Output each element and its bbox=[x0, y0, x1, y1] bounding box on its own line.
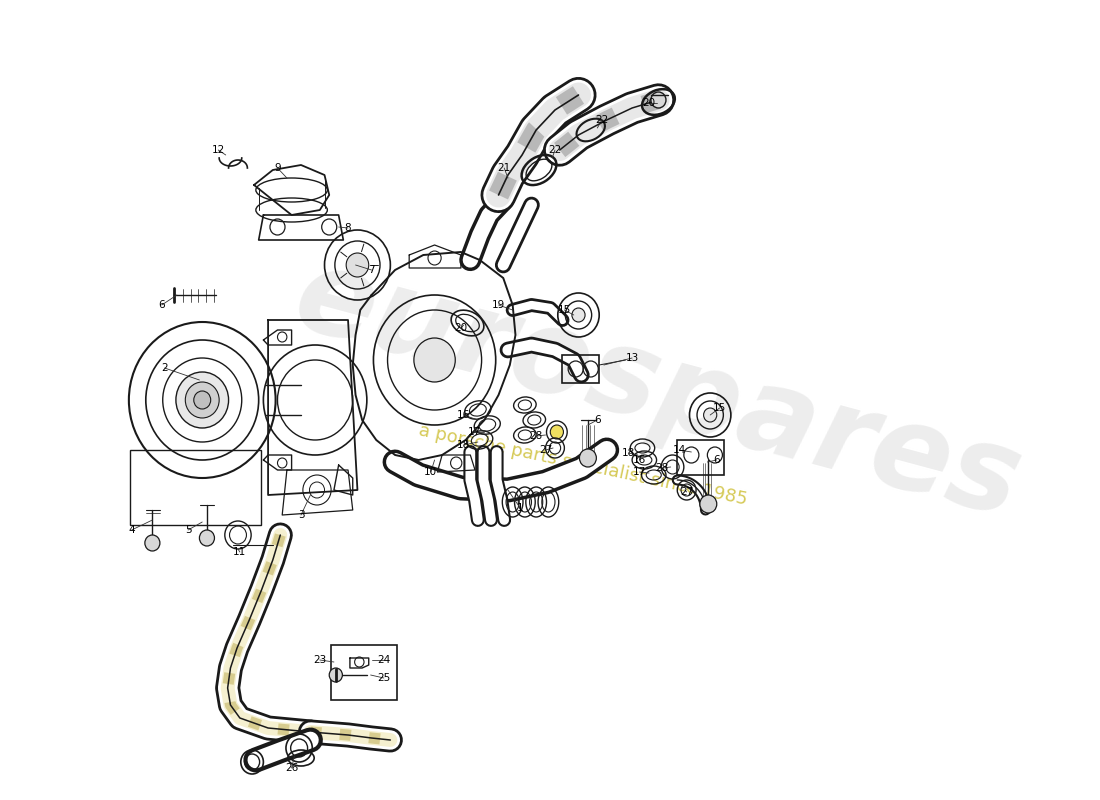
Text: 28: 28 bbox=[656, 463, 669, 473]
Circle shape bbox=[651, 92, 666, 108]
Text: 17: 17 bbox=[468, 427, 481, 437]
Text: 4: 4 bbox=[129, 525, 135, 535]
Bar bbox=[562, 355, 600, 383]
Text: 24: 24 bbox=[377, 655, 390, 665]
Circle shape bbox=[700, 495, 717, 513]
Text: 28: 28 bbox=[529, 431, 542, 441]
Text: 16: 16 bbox=[632, 455, 647, 465]
Bar bbox=[331, 645, 397, 700]
Text: 10: 10 bbox=[425, 467, 438, 477]
Text: 23: 23 bbox=[314, 655, 327, 665]
Circle shape bbox=[346, 253, 368, 277]
Text: 20: 20 bbox=[454, 323, 467, 333]
Circle shape bbox=[704, 408, 717, 422]
Text: 20: 20 bbox=[642, 98, 656, 108]
Circle shape bbox=[550, 425, 563, 439]
Circle shape bbox=[199, 530, 214, 546]
Circle shape bbox=[185, 382, 219, 418]
Text: 21: 21 bbox=[497, 163, 510, 173]
Text: 18: 18 bbox=[458, 440, 471, 450]
Text: 5: 5 bbox=[185, 525, 191, 535]
Text: 2: 2 bbox=[162, 363, 168, 373]
Circle shape bbox=[580, 449, 596, 467]
Text: 19: 19 bbox=[492, 300, 505, 310]
Circle shape bbox=[572, 308, 585, 322]
Text: 1: 1 bbox=[517, 503, 524, 513]
Circle shape bbox=[414, 338, 455, 382]
Text: 12: 12 bbox=[211, 145, 224, 155]
Bar bbox=[678, 440, 724, 475]
Text: 8: 8 bbox=[344, 223, 351, 233]
Text: 3: 3 bbox=[298, 510, 305, 520]
Text: 7: 7 bbox=[368, 265, 375, 275]
Text: 16: 16 bbox=[458, 410, 471, 420]
Text: 6: 6 bbox=[158, 300, 165, 310]
Circle shape bbox=[194, 391, 211, 409]
Circle shape bbox=[329, 668, 342, 682]
Text: 18: 18 bbox=[621, 448, 635, 458]
Text: 26: 26 bbox=[285, 763, 298, 773]
Circle shape bbox=[176, 372, 229, 428]
Text: 14: 14 bbox=[672, 445, 685, 455]
Text: 13: 13 bbox=[626, 353, 639, 363]
Text: eurospares: eurospares bbox=[283, 238, 1034, 542]
Text: 15: 15 bbox=[558, 305, 571, 315]
Bar bbox=[130, 450, 262, 525]
Text: 6: 6 bbox=[714, 455, 720, 465]
Circle shape bbox=[145, 535, 160, 551]
Text: a porsche parts specialist since 1985: a porsche parts specialist since 1985 bbox=[417, 422, 749, 509]
Text: 22: 22 bbox=[549, 145, 562, 155]
Text: 22: 22 bbox=[595, 115, 608, 125]
Text: 25: 25 bbox=[377, 673, 390, 683]
Text: 9: 9 bbox=[274, 163, 280, 173]
Text: 6: 6 bbox=[594, 415, 601, 425]
Text: 15: 15 bbox=[713, 403, 726, 413]
Text: 11: 11 bbox=[233, 547, 246, 557]
Text: 27: 27 bbox=[539, 445, 552, 455]
Text: 17: 17 bbox=[632, 467, 647, 477]
Text: 27: 27 bbox=[680, 487, 693, 497]
